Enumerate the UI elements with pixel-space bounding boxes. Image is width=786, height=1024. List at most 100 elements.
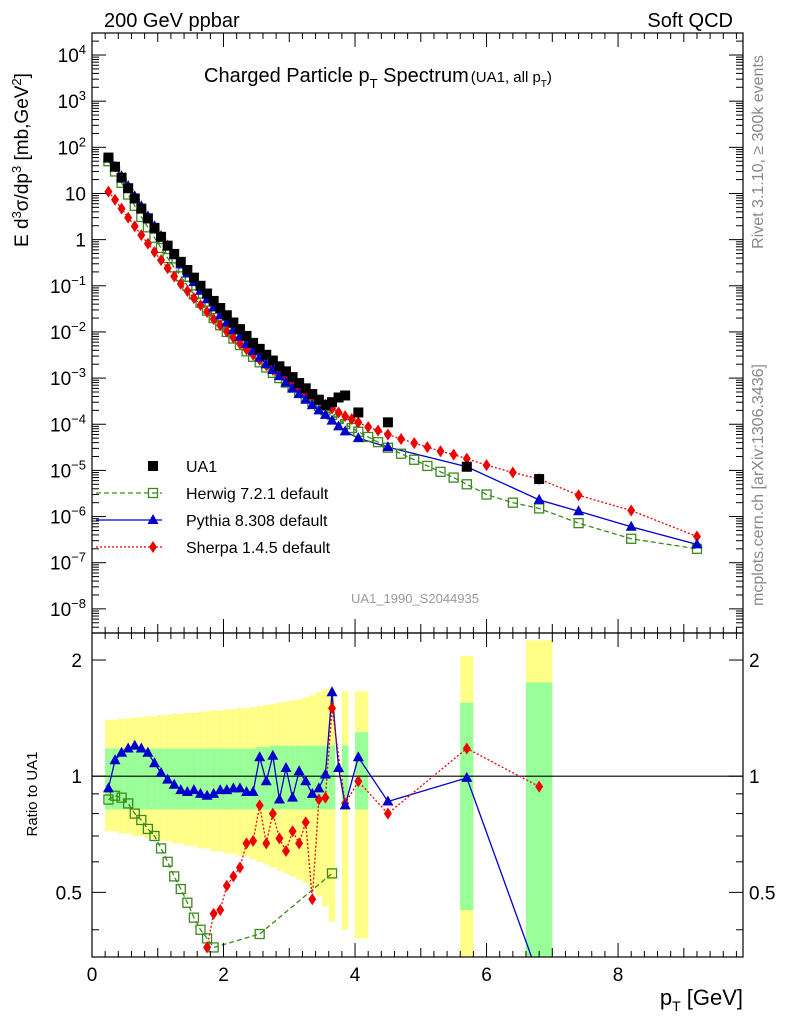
- ratio-point-herwig: [109, 790, 121, 801]
- main-point-herwig: [573, 517, 584, 529]
- main-point-pythia: [319, 408, 331, 419]
- ratio-point-pythia: [102, 782, 114, 793]
- band-outer: [355, 691, 369, 939]
- main-point-data: [333, 392, 344, 403]
- ratio-point-sherpa: [262, 837, 271, 850]
- ratio-point-pythia: [273, 793, 285, 804]
- legend-label-pythia: Pythia 8.308 default: [186, 513, 328, 530]
- main-point-data: [156, 231, 167, 242]
- band-inner: [138, 748, 145, 810]
- plot-title: Charged Particle pT Spectrum (UA1, all pT…: [204, 65, 552, 91]
- main-point-sherpa: [183, 285, 192, 298]
- tick-exp: 2: [79, 134, 86, 149]
- tick-base: 10: [58, 138, 79, 159]
- main-y-tick-label: 10−2: [50, 319, 86, 344]
- main-point-pythia: [326, 414, 338, 425]
- ratio-point-herwig: [136, 814, 147, 826]
- band-inner: [355, 732, 369, 810]
- main-point-sherpa: [423, 441, 432, 454]
- main-point-sherpa: [341, 410, 350, 423]
- main-y-tick-label: 10−6: [50, 504, 86, 529]
- main-point-herwig: [409, 454, 420, 465]
- legend-marker-sherpa: [149, 541, 157, 553]
- main-y-tick-label: 104: [58, 42, 86, 67]
- tick-base: 10: [50, 600, 71, 621]
- main-point-herwig: [448, 472, 459, 483]
- main-y-tick-label: 10−7: [50, 550, 86, 575]
- band-inner: [230, 748, 237, 810]
- ratio-point-pythia: [300, 775, 312, 786]
- main-point-data: [149, 222, 160, 233]
- main-point-sherpa: [170, 270, 179, 283]
- legend-label-herwig: Herwig 7.2.1 default: [186, 486, 329, 503]
- main-point-pythia: [267, 363, 279, 374]
- header-right: Soft QCD: [647, 10, 733, 32]
- main-point-sherpa: [209, 313, 218, 326]
- tick-base: 10: [50, 277, 71, 298]
- ratio-point-pythia: [339, 799, 351, 810]
- main-point-sherpa: [163, 262, 172, 275]
- analysis-id-label: UA1_1990_S2044935: [351, 591, 479, 606]
- main-point-sherpa: [692, 530, 701, 543]
- band-inner: [243, 748, 250, 810]
- tick-base: 10: [50, 508, 71, 529]
- main-point-pythia: [280, 376, 292, 387]
- ratio-point-sherpa: [255, 799, 264, 812]
- main-y-tick-label: 10−1: [50, 273, 86, 298]
- main-point-sherpa: [482, 459, 491, 472]
- main-point-sherpa: [364, 421, 373, 434]
- ratio-point-pythia: [293, 765, 305, 776]
- main-point-data: [382, 417, 393, 428]
- main-point-sherpa: [627, 504, 636, 517]
- main-point-pythia: [300, 393, 312, 404]
- ratio-point-herwig: [182, 897, 193, 908]
- legend-marker-data: [148, 461, 158, 471]
- main-point-sherpa: [150, 245, 159, 258]
- ratio-line-herwig: [108, 795, 333, 949]
- tick-base: 10: [50, 415, 71, 436]
- main-point-data: [327, 397, 338, 408]
- main-point-pythia: [306, 399, 318, 410]
- main-point-sherpa: [508, 466, 517, 479]
- ratio-point-pythia: [162, 773, 174, 784]
- ratio-point-sherpa: [535, 780, 544, 793]
- x-tick-label: 8: [613, 965, 624, 986]
- main-point-data: [202, 288, 213, 299]
- main-point-data: [261, 349, 272, 360]
- band-inner: [177, 748, 185, 810]
- main-point-pythia: [339, 425, 351, 436]
- main-point-data: [294, 378, 305, 389]
- tick-base: 10: [50, 323, 71, 344]
- main-point-sherpa: [117, 202, 126, 215]
- ratio-point-herwig: [123, 798, 134, 809]
- ratio-clip-group: [92, 686, 743, 957]
- ratio-point-herwig: [149, 830, 160, 842]
- main-point-sherpa: [462, 452, 471, 465]
- main-point-sherpa: [111, 193, 120, 206]
- ratio-point-pythia: [195, 787, 206, 798]
- ratio-point-pythia: [247, 786, 259, 797]
- main-point-herwig: [422, 460, 433, 472]
- band-outer: [341, 691, 349, 930]
- ratio-point-pythia: [287, 791, 299, 802]
- band-inner: [203, 748, 211, 810]
- main-point-data: [228, 317, 239, 328]
- x-axis-label: pT [GeV]: [660, 985, 743, 1014]
- ratio-point-pythia: [461, 771, 473, 782]
- main-line-sherpa: [107, 191, 698, 538]
- main-point-data: [287, 372, 298, 383]
- band-inner: [526, 682, 553, 957]
- main-point-sherpa: [216, 319, 225, 332]
- main-y-tick-label: 103: [58, 88, 86, 113]
- ratio-y-tick-label: 2: [71, 651, 82, 672]
- band-inner: [249, 748, 257, 810]
- main-point-pythia: [625, 520, 637, 531]
- tick-exp: −4: [71, 411, 86, 426]
- main-point-data: [254, 343, 265, 354]
- main-point-data: [110, 161, 121, 172]
- main-point-data: [215, 303, 226, 314]
- band-inner: [210, 748, 217, 810]
- tick-exp: −7: [71, 550, 86, 565]
- main-point-data: [300, 383, 311, 394]
- main-point-data: [234, 324, 245, 335]
